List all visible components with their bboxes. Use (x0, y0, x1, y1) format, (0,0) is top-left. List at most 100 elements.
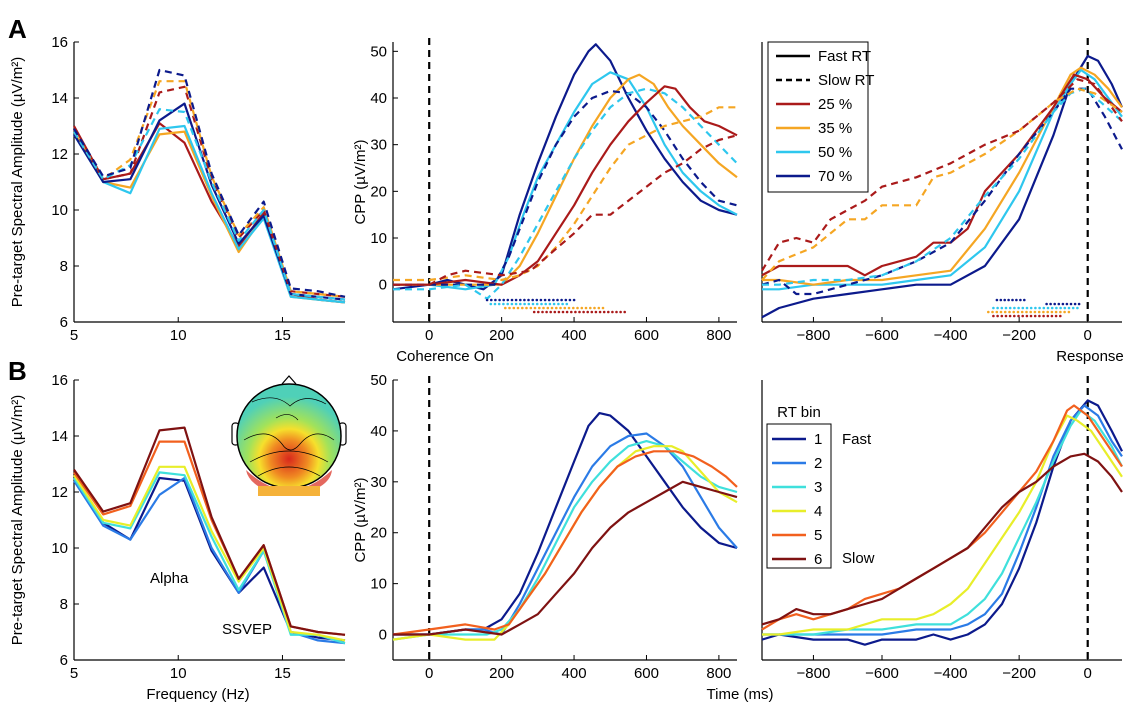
x-tick-label: −200 (1002, 665, 1036, 682)
significance-dot (550, 306, 554, 310)
series-line-6 (73, 80, 346, 298)
significance-dot (615, 310, 618, 314)
significance-dot (619, 310, 622, 314)
significance-dot (1038, 306, 1041, 310)
significance-dot (580, 306, 584, 310)
significance-dot (1042, 306, 1046, 310)
x-tick-label: 0 (1084, 665, 1092, 682)
significance-dot (525, 306, 528, 310)
series-line-2 (73, 130, 346, 304)
legend-label: Fast RT (818, 48, 871, 65)
time-axis-label: Time (ms) (707, 686, 774, 703)
significance-dot (532, 310, 536, 314)
significance-dot (567, 306, 571, 310)
significance-dot (999, 298, 1003, 302)
alpha-label: Alpha (150, 570, 189, 587)
y-axis-label: Pre-target Spectral Amplitude (µV/m²) (9, 395, 26, 645)
plot-a-cpp-stimulus: 0 200 400 600 800 0 10 20 30 40 50 CPP (µV/m²) (352, 38, 738, 344)
series-line-3 (762, 66, 1123, 286)
significance-dot (539, 298, 543, 302)
x-tick-label: 15 (274, 665, 291, 682)
significance-dot (1050, 306, 1054, 310)
y-axis-label: CPP (µV/m²) (352, 139, 369, 224)
significance-dot (485, 298, 489, 302)
significance-dot (1015, 298, 1018, 302)
significance-dot (602, 310, 606, 314)
series-line-5 (392, 450, 738, 636)
significance-dot (523, 298, 526, 302)
series-line-2 (762, 68, 1123, 291)
x-tick-label: 15 (274, 327, 291, 344)
rt-bin-title: RT bin (777, 404, 821, 421)
series-line-3 (392, 440, 738, 641)
series-line-1 (761, 54, 1124, 319)
x-tick-label: 0 (425, 327, 433, 344)
significance-dot (996, 306, 999, 310)
significance-dot (1004, 314, 1008, 318)
y-tick-label: 12 (51, 484, 68, 501)
significance-dot (510, 302, 514, 306)
plot-b-cpp-response: −800 −600 −400 −200 0 (761, 376, 1123, 682)
y-tick-label: 30 (370, 474, 387, 491)
significance-dot (1046, 306, 1050, 310)
y-tick-label: 6 (60, 314, 68, 331)
significance-dot (1055, 306, 1058, 310)
y-tick-label: 14 (51, 428, 68, 445)
legend-label: 5 (814, 527, 822, 544)
significance-dot (521, 306, 524, 310)
significance-dot (578, 310, 581, 314)
significance-dot (1069, 302, 1073, 306)
series-line-4 (392, 445, 738, 641)
significance-dot (593, 306, 596, 310)
significance-dot (533, 306, 537, 310)
significance-dot (1003, 310, 1007, 314)
significance-dot (537, 310, 540, 314)
significance-dot (1000, 306, 1004, 310)
x-tick-label: 0 (1084, 327, 1092, 344)
x-tick-label: 800 (706, 665, 731, 682)
significance-dot (1061, 302, 1065, 306)
significance-dot (1037, 310, 1041, 314)
y-tick-label: 6 (60, 652, 68, 669)
significance-dot (547, 298, 551, 302)
significance-dot (565, 302, 569, 306)
significance-dot (1033, 310, 1037, 314)
significance-dot (1073, 302, 1077, 306)
significance-dot (1003, 298, 1006, 302)
series-line-3 (73, 471, 346, 645)
y-tick-label: 16 (51, 34, 68, 51)
significance-dot (584, 306, 588, 310)
significance-dot (497, 302, 501, 306)
significance-dot (598, 310, 602, 314)
series-line-3 (393, 73, 738, 286)
significance-dot (995, 298, 999, 302)
significance-dot (1063, 306, 1067, 310)
significance-dot (1008, 314, 1012, 318)
significance-dot (576, 306, 579, 310)
significance-dot (557, 310, 561, 314)
significance-dot (1042, 310, 1045, 314)
significance-dot (502, 302, 505, 306)
significance-dot (544, 302, 547, 306)
y-tick-label: 16 (51, 372, 68, 389)
y-tick-label: 8 (60, 596, 68, 613)
significance-dot (1023, 298, 1026, 302)
significance-dot (489, 302, 493, 306)
series-line-2 (393, 71, 738, 291)
significance-dot (1067, 310, 1071, 314)
y-tick-label: 12 (51, 146, 68, 163)
significance-dot (1020, 310, 1024, 314)
significance-dot (995, 310, 999, 314)
series-line-8 (73, 68, 346, 298)
significance-dot (563, 306, 567, 310)
significance-dot (561, 310, 565, 314)
significance-dot (494, 298, 497, 302)
significance-dot (1007, 298, 1010, 302)
significance-dot (1012, 310, 1015, 314)
significance-dot (545, 310, 548, 314)
significance-dot (552, 298, 555, 302)
significance-dot (1067, 306, 1071, 310)
significance-dot (1025, 314, 1029, 318)
significance-dot (549, 310, 552, 314)
